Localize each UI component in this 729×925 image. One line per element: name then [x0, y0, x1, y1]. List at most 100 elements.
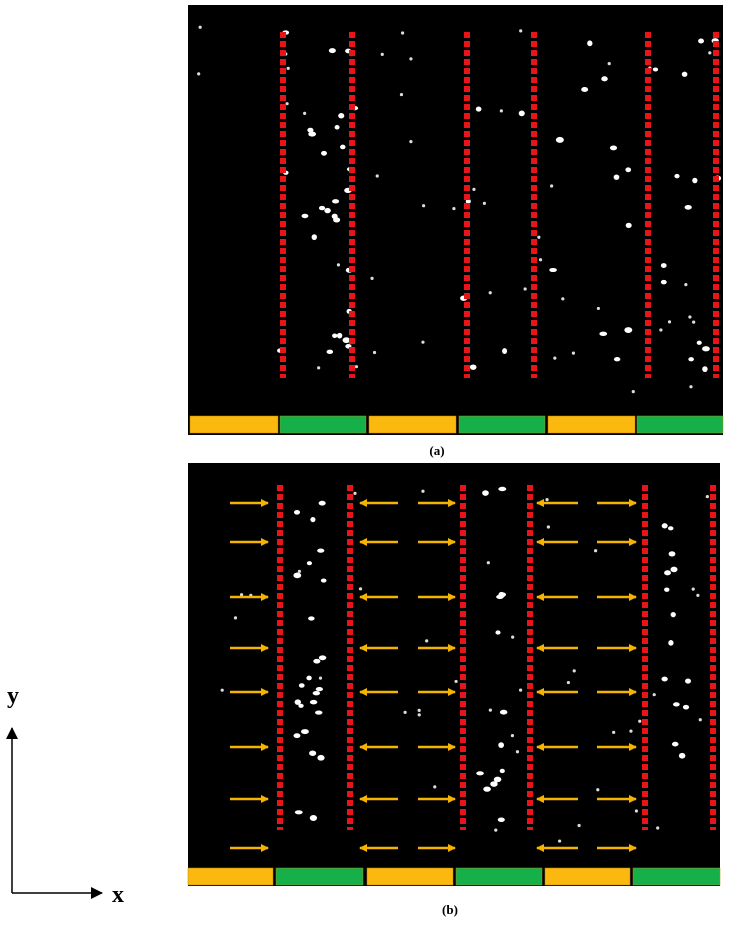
particle [312, 690, 321, 696]
particle [308, 616, 315, 621]
particle [698, 718, 702, 722]
particle [698, 38, 705, 44]
particle [537, 235, 541, 239]
particle [326, 349, 334, 354]
particle [433, 785, 437, 789]
particle [664, 570, 671, 576]
particle [498, 742, 505, 748]
particle [696, 593, 700, 597]
particle [342, 337, 351, 344]
particle [692, 320, 696, 324]
particle [303, 111, 307, 115]
particle [631, 390, 635, 394]
particle [320, 578, 327, 583]
particle [309, 815, 318, 821]
particle [197, 72, 201, 76]
particle [286, 66, 290, 70]
particle [581, 86, 589, 92]
axis-label: x [112, 882, 124, 908]
particle [469, 364, 477, 370]
particle [417, 708, 421, 712]
particle [634, 809, 638, 813]
particle [297, 569, 302, 573]
particle [317, 548, 325, 553]
particle [425, 639, 429, 643]
electrode-pad [368, 415, 457, 434]
particle [333, 217, 341, 223]
axes-indicator: y x [5, 683, 124, 908]
particle [318, 655, 327, 661]
particle [311, 234, 317, 241]
electrode-pad [547, 415, 636, 434]
particle [307, 127, 314, 133]
electrode-pad [275, 867, 364, 886]
particle [336, 263, 341, 267]
particle [306, 675, 312, 681]
particle [696, 340, 702, 345]
particle [332, 333, 338, 339]
electrode-pad [458, 415, 546, 434]
particle [613, 174, 620, 180]
particle [498, 486, 507, 492]
particle [670, 566, 678, 573]
particle [659, 328, 663, 332]
particle [596, 788, 600, 792]
particle [667, 320, 672, 324]
particle [674, 173, 680, 179]
particle [515, 750, 520, 754]
particle [315, 686, 323, 692]
particle [496, 594, 504, 600]
particle [668, 551, 676, 557]
particle [613, 357, 621, 362]
particle [549, 267, 557, 273]
particle [587, 40, 593, 47]
particle [502, 348, 508, 354]
panel-a [188, 5, 724, 435]
particle [409, 57, 413, 61]
particle [656, 826, 660, 830]
particle [298, 683, 305, 688]
particle [317, 754, 325, 761]
particle [452, 206, 456, 211]
particle [354, 365, 359, 369]
particle [298, 703, 304, 708]
particle [553, 356, 557, 360]
axis-label: y [7, 683, 19, 709]
particle [596, 306, 600, 311]
particle [239, 593, 244, 597]
particle [692, 177, 698, 184]
particle [338, 113, 345, 119]
particle [593, 549, 598, 553]
particle [294, 810, 303, 815]
particle [488, 291, 492, 295]
panel-b [187, 463, 721, 886]
particle [293, 572, 302, 579]
particle [301, 729, 309, 735]
particle [652, 67, 659, 72]
particle [668, 639, 674, 646]
particle [609, 145, 618, 151]
particle [523, 287, 527, 291]
electrode-pad [279, 415, 367, 434]
particle [555, 136, 564, 143]
particle [400, 31, 405, 35]
particle [332, 199, 340, 204]
particle [671, 741, 679, 747]
particle [318, 205, 326, 211]
particle [399, 92, 404, 97]
particle [336, 332, 343, 339]
particle [499, 709, 508, 715]
particle [510, 734, 515, 738]
particle [409, 140, 413, 144]
particle [678, 752, 686, 759]
particle [705, 495, 709, 499]
particle [358, 587, 363, 591]
particle [702, 366, 708, 373]
electrode-pad [366, 867, 454, 886]
particle [293, 733, 301, 739]
particle [403, 710, 407, 714]
particle [494, 828, 498, 832]
particle [370, 276, 374, 280]
particle [601, 76, 608, 82]
